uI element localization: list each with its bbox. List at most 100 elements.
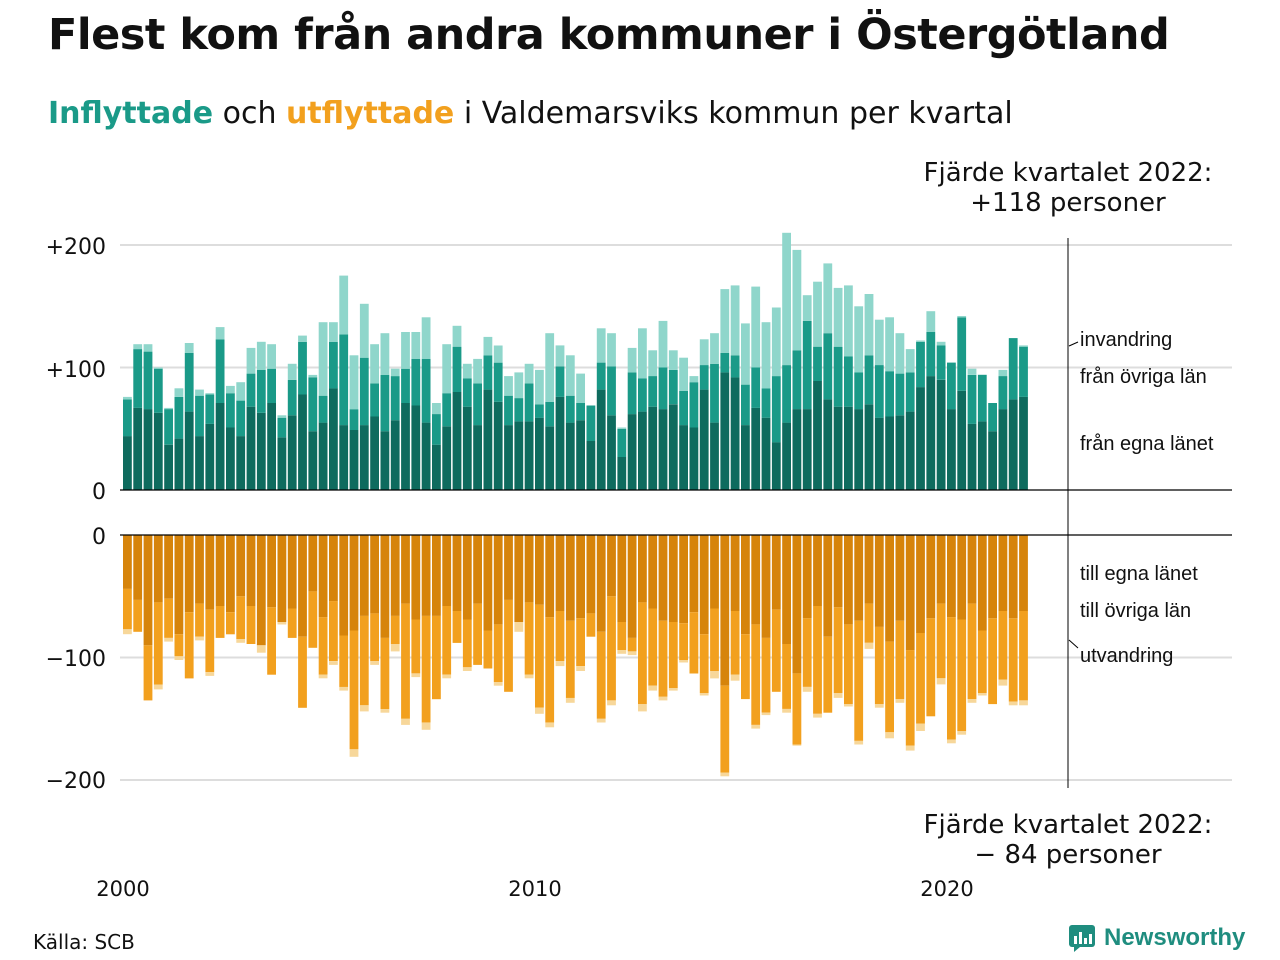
- brand-logo[interactable]: Newsworthy: [1068, 924, 1245, 952]
- bar-out-1-76: [905, 650, 915, 746]
- bar-in-0-60: [741, 425, 750, 490]
- bar-in-0-8: [205, 423, 215, 491]
- bar-out-1-64: [782, 644, 791, 709]
- bar-in-2-52: [658, 320, 668, 368]
- bar-in-1-74: [885, 371, 894, 417]
- bar-in-0-64: [782, 422, 791, 490]
- bar-in-2-64: [782, 232, 791, 366]
- bar-in-2-69: [833, 287, 843, 347]
- bar-in-2-75: [895, 333, 905, 374]
- bar-out-2-52: [658, 696, 668, 701]
- bar-in-2-5: [174, 388, 184, 397]
- bar-out-0-84: [988, 535, 997, 619]
- bar-in-1-26: [390, 376, 400, 421]
- bar-out-2-73: [874, 704, 884, 708]
- bar-out-1-46: [596, 631, 606, 719]
- bar-out-0-60: [741, 535, 750, 635]
- bar-in-0-1: [133, 407, 143, 490]
- brand-name: Newsworthy: [1104, 924, 1246, 951]
- bar-out-2-82: [967, 699, 977, 703]
- bar-out-0-52: [658, 535, 668, 621]
- bar-out-2-54: [679, 660, 688, 663]
- bar-in-1-48: [617, 428, 627, 457]
- bar-in-0-35: [483, 389, 493, 491]
- bar-in-0-25: [380, 431, 390, 490]
- bar-out-0-39: [524, 535, 534, 603]
- bar-out-2-62: [761, 712, 771, 716]
- bar-in-2-23: [359, 303, 369, 358]
- bar-in-1-78: [926, 332, 936, 377]
- bar-out-1-19: [318, 617, 328, 675]
- bar-out-1-66: [802, 618, 812, 687]
- bar-in-1-10: [226, 393, 235, 428]
- bar-in-1-36: [493, 362, 503, 402]
- bar-in-1-77: [916, 341, 925, 388]
- bar-in-1-6: [184, 352, 194, 412]
- bar-in-1-18: [308, 377, 318, 432]
- bar-out-0-13: [256, 535, 266, 646]
- bar-out-1-68: [823, 636, 833, 713]
- bar-out-2-87: [1019, 700, 1028, 706]
- bar-in-2-82: [967, 368, 977, 375]
- bar-in-2-30: [432, 403, 441, 414]
- bar-out-1-29: [421, 615, 431, 723]
- bar-out-1-57: [710, 608, 719, 671]
- bar-out-0-0: [123, 535, 132, 589]
- bar-in-0-57: [710, 422, 719, 490]
- bar-in-1-35: [483, 355, 493, 390]
- bar-out-0-18: [308, 535, 318, 592]
- bar-in-0-14: [267, 403, 276, 490]
- bar-out-1-32: [452, 611, 462, 643]
- bar-in-1-23: [359, 357, 369, 426]
- bar-in-1-43: [565, 395, 575, 423]
- bar-in-0-86: [1008, 399, 1018, 491]
- bar-in-2-47: [607, 333, 616, 367]
- bar-in-2-74: [885, 317, 894, 372]
- bar-in-2-14: [267, 344, 276, 369]
- bar-in-2-21: [339, 275, 349, 335]
- bar-in-1-85: [998, 376, 1008, 410]
- bar-out-2-23: [359, 705, 369, 712]
- bar-out-2-21: [339, 686, 349, 691]
- bar-in-2-62: [761, 322, 771, 389]
- bar-in-2-28: [411, 332, 421, 359]
- bar-out-2-0: [123, 629, 132, 635]
- bar-in-2-26: [390, 368, 400, 377]
- bar-out-2-38: [514, 622, 524, 632]
- bar-out-1-83: [977, 630, 987, 693]
- bar-out-2-50: [638, 704, 647, 712]
- bar-in-2-58: [720, 289, 730, 353]
- bar-in-1-15: [277, 417, 287, 438]
- bar-out-1-62: [761, 637, 771, 713]
- bar-in-0-11: [236, 436, 246, 490]
- y-tick-bottom-100: −100: [46, 647, 106, 672]
- subtitle-in-word: Inflyttade: [48, 96, 214, 131]
- bar-out-2-43: [565, 697, 575, 703]
- bar-in-1-84: [988, 403, 997, 432]
- bar-in-2-0: [123, 396, 132, 400]
- bar-in-2-11: [236, 382, 246, 401]
- bar-in-1-33: [462, 378, 472, 407]
- bar-out-2-81: [957, 731, 967, 735]
- bar-in-0-78: [926, 376, 936, 490]
- bar-in-0-66: [802, 409, 812, 490]
- bar-out-0-42: [555, 535, 565, 611]
- bar-in-0-2: [143, 409, 153, 490]
- y-tick-bottom-200: −200: [46, 769, 106, 794]
- bar-out-1-1: [133, 599, 143, 632]
- bar-in-1-82: [967, 374, 977, 424]
- bar-in-0-38: [514, 421, 524, 490]
- bar-in-0-18: [308, 431, 318, 490]
- bar-in-1-60: [741, 384, 750, 425]
- bar-in-2-24: [370, 344, 379, 384]
- bar-in-0-49: [627, 414, 637, 491]
- bar-out-0-45: [586, 535, 596, 614]
- bar-in-0-31: [442, 426, 452, 490]
- bar-in-0-54: [679, 425, 688, 490]
- bar-out-0-67: [813, 535, 822, 607]
- bar-in-1-17: [298, 341, 307, 395]
- bar-out-0-77: [916, 535, 925, 633]
- bar-out-0-28: [411, 535, 421, 620]
- bar-out-0-40: [535, 535, 544, 605]
- bar-in-0-69: [833, 406, 843, 490]
